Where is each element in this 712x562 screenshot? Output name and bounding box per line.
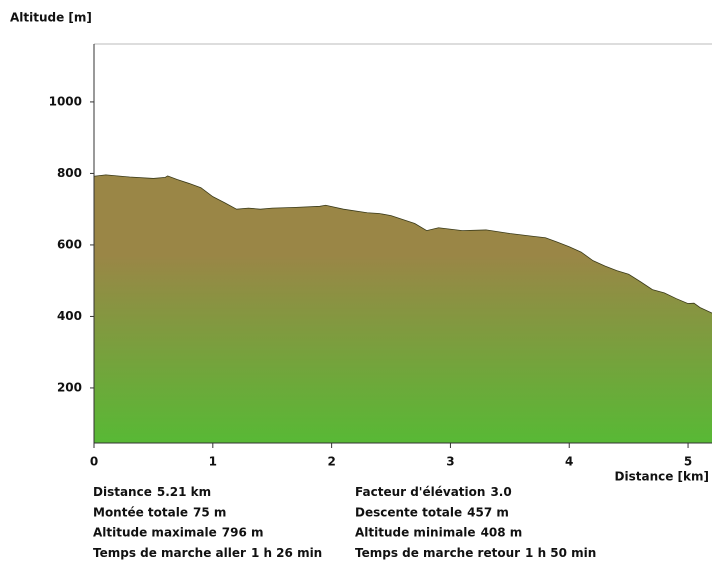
y-tick-label: 200 <box>57 380 82 394</box>
y-tick-label: 1000 <box>49 94 82 108</box>
stat-label: Descente totale <box>355 505 462 519</box>
stat-label: Montée totale <box>93 505 188 519</box>
stat-label: Distance <box>93 485 152 499</box>
stat-label: Temps de marche aller <box>93 545 246 559</box>
stat-value: 457 m <box>467 505 509 519</box>
stat-value: 1 h 50 min <box>525 545 596 559</box>
x-tick-label: 0 <box>90 455 98 469</box>
stat-label: Facteur d'élévation <box>355 485 485 499</box>
stat-value: 3.0 <box>490 485 511 499</box>
stat: Altitude maximale 796 m <box>93 525 263 539</box>
y-tick-label: 400 <box>57 309 82 323</box>
x-tick-label: 1 <box>209 455 217 469</box>
stat: Montée totale 75 m <box>93 505 226 519</box>
x-tick-label: 2 <box>327 455 335 469</box>
stat: Temps de marche retour 1 h 50 min <box>355 545 596 559</box>
stat-value: 796 m <box>222 525 264 539</box>
x-tick-label: 4 <box>565 455 573 469</box>
area-fill <box>94 174 712 443</box>
stat: Facteur d'élévation 3.0 <box>355 485 512 499</box>
profile-line <box>93 174 712 314</box>
stat-value: 5.21 km <box>157 485 211 499</box>
stat-label: Temps de marche retour <box>355 545 520 559</box>
stat-label: Altitude maximale <box>93 525 217 539</box>
stat: Distance 5.21 km <box>93 485 211 499</box>
stat: Temps de marche aller 1 h 26 min <box>93 545 322 559</box>
stat-value: 75 m <box>193 505 226 519</box>
stat: Altitude minimale 408 m <box>355 525 522 539</box>
x-tick-label: 5 <box>684 455 692 469</box>
x-axis-label: Distance [km] <box>615 470 709 484</box>
y-tick-label: 600 <box>57 237 82 251</box>
stat-value: 1 h 26 min <box>251 545 322 559</box>
stat-label: Altitude minimale <box>355 525 476 539</box>
y-tick-label: 800 <box>57 166 82 180</box>
stat: Descente totale 457 m <box>355 505 509 519</box>
stat-value: 408 m <box>481 525 523 539</box>
y-axis-label: Altitude [m] <box>10 11 92 25</box>
x-tick-label: 3 <box>446 455 454 469</box>
